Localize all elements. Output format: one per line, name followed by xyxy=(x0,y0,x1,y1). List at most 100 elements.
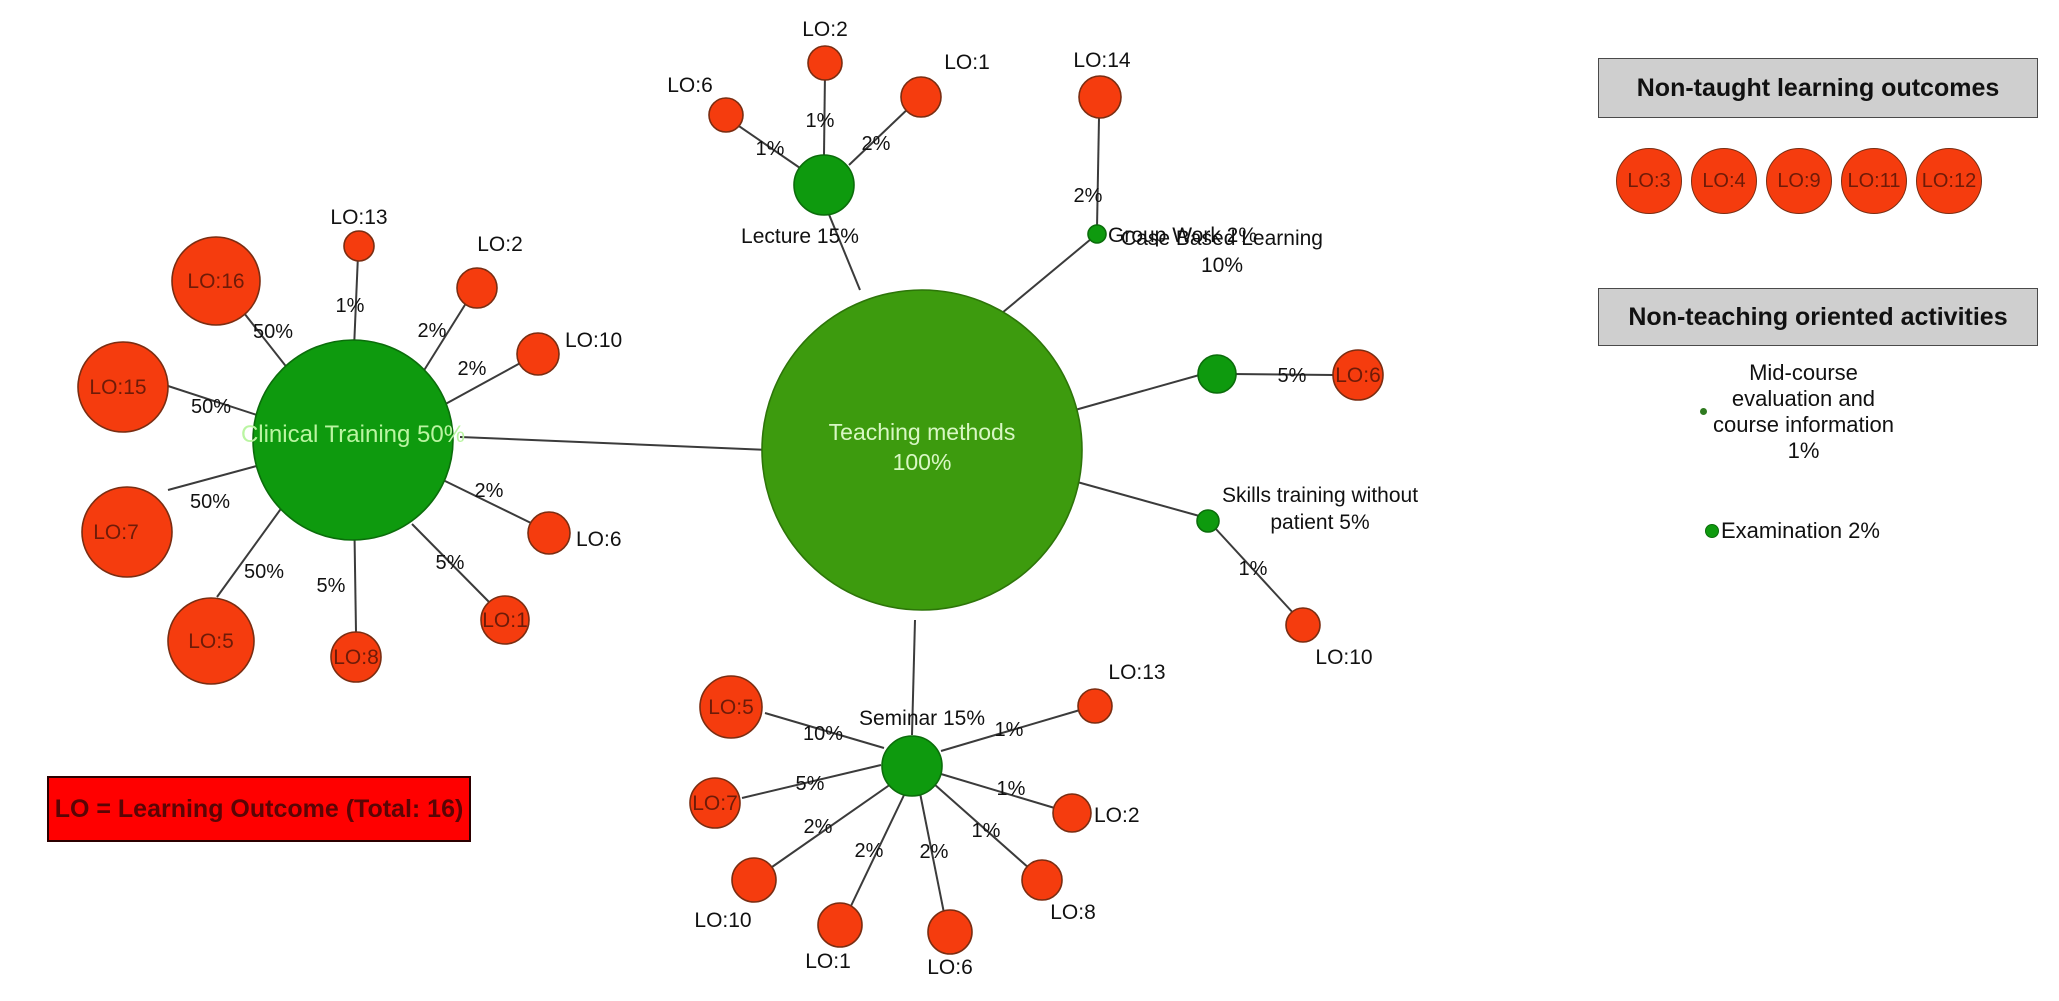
node-lo8-clinical[interactable] xyxy=(330,631,382,683)
edge-seminar-lo10 xyxy=(771,783,892,868)
node-clinical-training-label: Clinical Training 50% xyxy=(241,421,465,448)
node-lo15-clinical[interactable] xyxy=(77,341,169,433)
label-lo13-seminar: LO:13 xyxy=(1108,661,1165,684)
node-lo6-lecture[interactable] xyxy=(708,97,744,133)
label-lo7-clinical: LO:7 xyxy=(93,521,139,544)
activity-examination-label: Examination 2% xyxy=(1721,518,1880,543)
pct-seminar-lo1: 2% xyxy=(855,840,884,862)
edge-seminar-lo7 xyxy=(741,764,882,799)
label-lo5-clinical: LO:5 xyxy=(188,630,234,653)
edge-groupwork-lo14 xyxy=(1096,117,1100,229)
label-lo1-seminar: LO:1 xyxy=(805,950,851,973)
edge-core-skills xyxy=(1069,479,1204,518)
label-lo16-clinical: LO:16 xyxy=(187,270,244,293)
panel-non-teaching-header: Non-teaching oriented activities xyxy=(1598,288,2038,346)
node-lo8-seminar[interactable] xyxy=(1021,859,1063,901)
green-dot-icon xyxy=(1705,523,1719,538)
node-lo6-cbl[interactable] xyxy=(1332,349,1384,401)
pct-lecture-lo6: 1% xyxy=(756,138,785,160)
node-lo2-seminar[interactable] xyxy=(1052,793,1092,833)
edge-clinical-lo15 xyxy=(164,384,261,417)
node-case-based-learning[interactable] xyxy=(1197,354,1237,394)
node-lo6-seminar[interactable] xyxy=(927,909,973,955)
lo-chip[interactable]: LO:4 xyxy=(1691,148,1757,214)
edge-seminar-lo1 xyxy=(849,792,906,909)
node-lo13-seminar[interactable] xyxy=(1077,688,1113,724)
node-lo6-clinical[interactable] xyxy=(527,511,571,555)
panel-non-taught-chips: LO:3 LO:4 LO:9 LO:11 LO:12 xyxy=(1598,148,2038,214)
pct-seminar-lo2: 1% xyxy=(997,778,1026,800)
label-lo2-seminar: LO:2 xyxy=(1094,804,1140,827)
label-lo6-clinical: LO:6 xyxy=(576,528,622,551)
label-lo8-clinical: LO:8 xyxy=(333,646,379,669)
edge-skills-lo10 xyxy=(1214,527,1296,616)
node-lo14-groupwork[interactable] xyxy=(1078,75,1122,119)
label-lo15-clinical: LO:15 xyxy=(89,376,146,399)
edge-seminar-lo13 xyxy=(940,709,1081,752)
activity-line4: 1% xyxy=(1787,437,1820,463)
node-seminar-label: Seminar 15% xyxy=(859,707,985,730)
pct-clinical-lo15: 50% xyxy=(191,396,231,418)
label-lo10-skills: LO:10 xyxy=(1315,646,1372,669)
node-lo10-skills[interactable] xyxy=(1285,607,1321,643)
lo-chip[interactable]: LO:9 xyxy=(1766,148,1832,214)
activity-mid-course-text: Mid-course evaluation and course informa… xyxy=(1713,360,1894,464)
node-lo13-clinical[interactable] xyxy=(343,230,375,262)
edge-seminar-lo2 xyxy=(940,773,1059,810)
node-seminar[interactable] xyxy=(881,735,943,797)
node-teaching-methods[interactable] xyxy=(761,289,1083,611)
node-lo1-lecture[interactable] xyxy=(900,76,942,118)
edge-seminar-lo6 xyxy=(919,792,945,914)
label-lo14-groupwork: LO:14 xyxy=(1073,49,1131,72)
pct-cbl-lo6: 5% xyxy=(1278,365,1307,387)
node-lecture[interactable] xyxy=(793,154,855,216)
edge-core-groupwork xyxy=(1001,233,1098,314)
activity-mid-course-evaluation[interactable]: Mid-course evaluation and course informa… xyxy=(1700,360,1980,464)
pct-seminar-lo5: 10% xyxy=(803,723,843,745)
node-lo16-clinical[interactable] xyxy=(171,236,261,326)
edge-lecture-lo1 xyxy=(848,104,913,166)
panel-non-taught-header: Non-taught learning outcomes xyxy=(1598,58,2038,118)
pct-clinical-lo13: 1% xyxy=(336,295,365,317)
label-lo6-cbl: LO:6 xyxy=(1335,364,1381,387)
node-group-work[interactable] xyxy=(1087,224,1107,244)
pct-clinical-lo10: 2% xyxy=(458,358,487,380)
pct-skills-lo10: 1% xyxy=(1239,558,1268,580)
node-lo1-seminar[interactable] xyxy=(817,902,863,948)
pct-seminar-lo6: 2% xyxy=(920,841,949,863)
edge-clinical-lo6 xyxy=(442,479,534,525)
node-lo5-clinical[interactable] xyxy=(167,597,255,685)
pct-clinical-lo7: 50% xyxy=(190,491,230,513)
label-lo10-clinical: LO:10 xyxy=(565,329,622,352)
node-teaching-methods-line2: 100% xyxy=(893,449,952,475)
pct-clinical-lo8: 5% xyxy=(317,575,346,597)
edge-lecture-lo6 xyxy=(732,121,801,169)
lo-chip[interactable]: LO:11 xyxy=(1841,148,1907,214)
node-lo1-clinical[interactable] xyxy=(480,595,530,645)
node-lo2-clinical[interactable] xyxy=(456,267,498,309)
node-skills-training[interactable] xyxy=(1196,509,1220,533)
lo-chip[interactable]: LO:12 xyxy=(1916,148,1982,214)
node-lo10-seminar[interactable] xyxy=(731,857,777,903)
pct-seminar-lo13: 1% xyxy=(995,719,1024,741)
edge-cbl-lo6 xyxy=(1230,373,1335,376)
label-lo2-clinical: LO:2 xyxy=(477,233,523,256)
node-lo5-seminar[interactable] xyxy=(699,675,763,739)
lo-chip[interactable]: LO:3 xyxy=(1616,148,1682,214)
pct-seminar-lo8: 1% xyxy=(972,820,1001,842)
node-lo2-lecture[interactable] xyxy=(807,45,843,81)
node-lo10-clinical[interactable] xyxy=(516,332,560,376)
node-lo7-clinical[interactable] xyxy=(81,486,173,578)
panel-non-teaching: Non-teaching oriented activities xyxy=(1598,288,2038,346)
node-lo7-seminar[interactable] xyxy=(689,777,741,829)
node-cbl-line2: 10% xyxy=(1201,254,1243,277)
edge-seminar-lo8 xyxy=(933,783,1031,870)
edge-core-seminar xyxy=(911,619,916,736)
activity-examination[interactable]: Examination 2% xyxy=(1705,518,1880,544)
legend-learning-outcome: LO = Learning Outcome (Total: 16) xyxy=(47,776,471,842)
node-clinical-training[interactable] xyxy=(252,339,454,541)
label-lo8-seminar: LO:8 xyxy=(1050,901,1096,924)
label-lo2-lecture: LO:2 xyxy=(802,18,848,41)
label-lo6-seminar: LO:6 xyxy=(927,956,973,979)
